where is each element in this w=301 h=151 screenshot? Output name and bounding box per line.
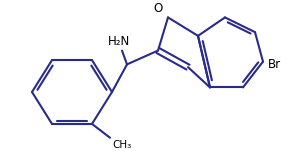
Text: O: O <box>154 2 163 15</box>
Text: Br: Br <box>268 58 281 71</box>
Text: CH₃: CH₃ <box>112 140 131 151</box>
Text: H₂N: H₂N <box>108 35 130 48</box>
